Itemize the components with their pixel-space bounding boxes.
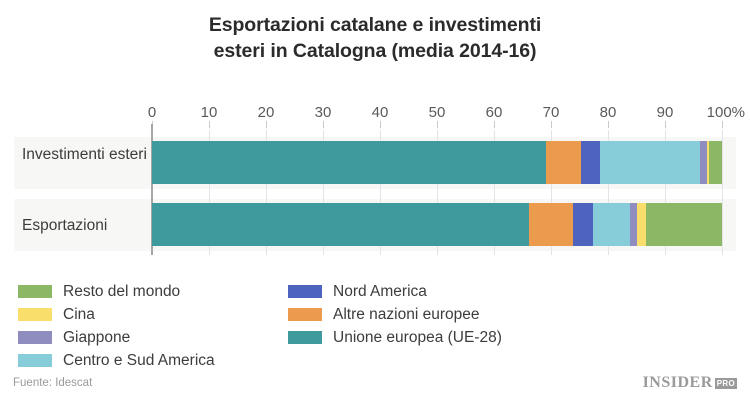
gridline-80 (608, 130, 609, 255)
legend-item-giappone[interactable]: Giappone (18, 327, 215, 348)
legend-label-altre-nazioni-europee: Altre nazioni europee (333, 305, 480, 323)
plot-area (151, 121, 723, 255)
legend-column-left: Resto del mondo Cina Giappone Centro e S… (18, 281, 215, 373)
legend-item-altre-nazioni-europee[interactable]: Altre nazioni europee (288, 304, 502, 325)
bar-segment[interactable] (646, 203, 722, 246)
legend-label-unione-europea: Unione europea (UE-28) (333, 328, 502, 346)
legend-swatch-centro-e-sud-america (18, 354, 52, 367)
x-tick-label-90: 90 (656, 104, 674, 121)
tickmark-50 (437, 121, 438, 128)
gridline-50 (437, 130, 438, 255)
legend-label-giappone: Giappone (63, 328, 131, 346)
x-tick-label-100: 100% (706, 104, 746, 121)
x-tick-label-50: 50 (428, 104, 446, 121)
gridline-20 (266, 130, 267, 255)
source-note: Fuente: Idescat (13, 377, 93, 389)
bar-segment[interactable] (528, 203, 573, 246)
chart-title-line-1: Esportazioni catalane e investimenti (208, 14, 542, 36)
legend-item-unione-europea[interactable]: Unione europea (UE-28) (288, 327, 502, 348)
bar-segment[interactable] (593, 203, 631, 246)
y-axis-line (151, 124, 153, 255)
bar-segment[interactable] (600, 141, 700, 184)
tickmark-80 (608, 121, 609, 128)
legend-swatch-nord-america (288, 285, 322, 298)
x-tick-label-60: 60 (485, 104, 503, 121)
legend-label-resto-del-mondo: Resto del mondo (63, 282, 181, 300)
gridline-40 (380, 130, 381, 255)
legend-item-centro-e-sud-america[interactable]: Centro e Sud America (18, 350, 215, 371)
bar-segment[interactable] (581, 141, 600, 184)
category-label-esportazioni: Esportazioni (22, 216, 147, 235)
bar-segment[interactable] (630, 203, 638, 246)
bar-segment[interactable] (706, 141, 710, 184)
tickmark-100 (722, 121, 723, 128)
gridline-100 (722, 130, 723, 255)
tickmark-20 (266, 121, 267, 128)
x-tick-label-30: 30 (314, 104, 332, 121)
x-tick-label-80: 80 (599, 104, 617, 121)
gridline-30 (323, 130, 324, 255)
tickmark-10 (209, 121, 210, 128)
brand-name-text: INSIDER (642, 374, 713, 391)
x-axis-tick-labels: 0 10 20 30 40 50 60 70 80 90 100% (0, 104, 750, 124)
tickmark-30 (323, 121, 324, 128)
bar-segment[interactable] (545, 141, 582, 184)
chart-legend: Resto del mondo Cina Giappone Centro e S… (18, 281, 732, 369)
x-tick-label-40: 40 (371, 104, 389, 121)
insider-pro-logo: INSIDER PRO (643, 374, 737, 392)
chart-title-line-2: esteri in Catalogna (media 2014-16) (213, 40, 537, 62)
legend-column-right: Nord America Altre nazioni europee Union… (288, 281, 502, 350)
gridline-70 (551, 130, 552, 255)
bar-segment[interactable] (699, 141, 707, 184)
legend-item-cina[interactable]: Cina (18, 304, 215, 325)
legend-swatch-cina (18, 308, 52, 321)
tickmark-90 (665, 121, 666, 128)
chart-title: Esportazioni catalane e investimenti est… (0, 12, 750, 64)
x-tick-label-70: 70 (542, 104, 560, 121)
gridline-90 (665, 130, 666, 255)
legend-swatch-unione-europea (288, 331, 322, 344)
bar-segment[interactable] (572, 203, 594, 246)
bar-segment[interactable] (709, 141, 722, 184)
legend-item-resto-del-mondo[interactable]: Resto del mondo (18, 281, 215, 302)
legend-swatch-altre-nazioni-europee (288, 308, 322, 321)
category-label-investimenti: Investimenti esteri (22, 145, 147, 164)
bar-segment[interactable] (152, 203, 529, 246)
legend-label-centro-e-sud-america: Centro e Sud America (63, 351, 215, 369)
legend-swatch-resto-del-mondo (18, 285, 52, 298)
x-tick-label-20: 20 (257, 104, 275, 121)
brand-pro-badge: PRO (714, 378, 737, 389)
bar-segment[interactable] (152, 141, 546, 184)
category-label-investimenti-text: Investimenti esteri (22, 146, 147, 163)
gridline-60 (494, 130, 495, 255)
category-label-esportazioni-text: Esportazioni (22, 217, 108, 234)
legend-label-cina: Cina (63, 305, 95, 323)
legend-label-nord-america: Nord America (333, 282, 427, 300)
tickmark-40 (380, 121, 381, 128)
legend-swatch-giappone (18, 331, 52, 344)
x-tick-label-0: 0 (147, 104, 157, 121)
gridlines (152, 121, 723, 255)
x-tick-label-10: 10 (200, 104, 218, 121)
legend-item-nord-america[interactable]: Nord America (288, 281, 502, 302)
bar-segment[interactable] (637, 203, 647, 246)
gridline-10 (209, 130, 210, 255)
tickmark-70 (551, 121, 552, 128)
tickmark-60 (494, 121, 495, 128)
